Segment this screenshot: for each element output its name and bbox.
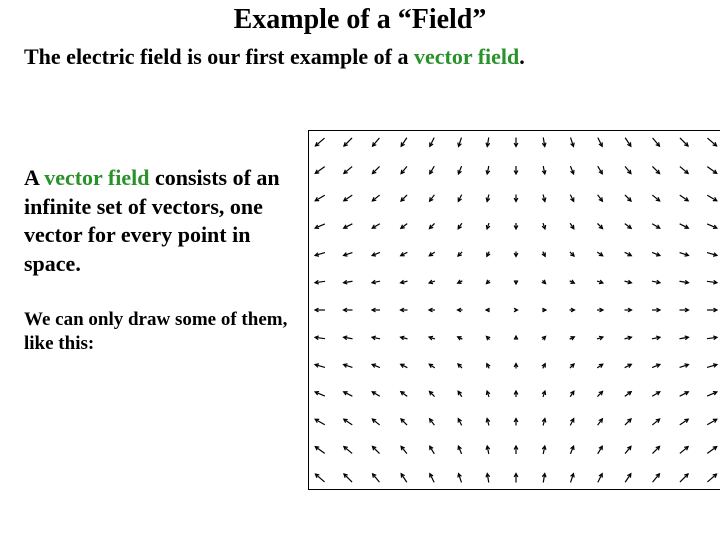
intro-suffix: . [519, 44, 525, 69]
slide-title-text: Example of a “Field” [234, 4, 487, 35]
body1-prefix: A [24, 165, 44, 190]
intro-prefix: The electric field is our first example … [24, 44, 414, 69]
body-paragraph-2: We can only draw some of them, like this… [24, 308, 294, 356]
intro-term: vector field [414, 44, 519, 69]
intro-line: The electric field is our first example … [24, 44, 696, 70]
slide-title: Example of a “Field” [0, 4, 720, 36]
body-paragraph-1: A vector field consists of an infinite s… [24, 164, 294, 278]
body2-text: We can only draw some of them, like this… [24, 309, 287, 354]
vector-field-diagram [308, 130, 706, 528]
body1-term: vector field [44, 165, 149, 190]
vector-field-svg [308, 130, 720, 490]
